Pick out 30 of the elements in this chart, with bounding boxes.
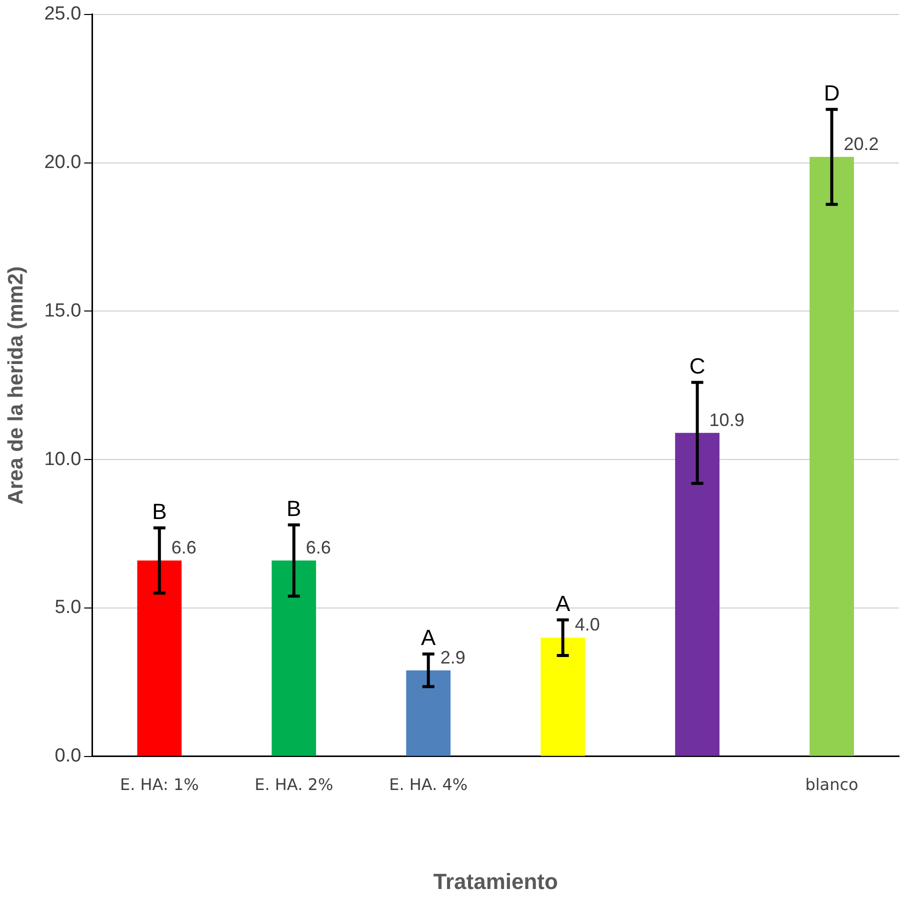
x-tick-label: E. HA: 1% [120, 775, 199, 794]
y-tick-label: 0.0 [54, 746, 82, 767]
data-label: 20.2 [844, 134, 879, 154]
data-label: 4.0 [574, 614, 600, 635]
bar [137, 560, 182, 756]
data-label: 6.6 [171, 537, 196, 558]
x-tick-label: E. HA. 4% [389, 775, 468, 794]
y-tick-label: 15.0 [44, 300, 82, 322]
y-tick-label: 20.0 [44, 152, 82, 174]
x-axis-title: Tratamiento [433, 868, 558, 894]
annotation: C [689, 353, 706, 378]
annotation: B [286, 496, 302, 521]
data-label: 10.9 [709, 410, 744, 430]
y-axis-title: Area de la herida (mm2) [4, 266, 28, 504]
y-tick-label: 10.0 [44, 448, 82, 470]
x-tick-label: E. HA. 2% [254, 775, 334, 794]
y-tick-label: 25.0 [44, 4, 82, 25]
annotation: D [824, 80, 840, 106]
data-label: 6.6 [306, 537, 331, 558]
annotation: B [152, 498, 167, 524]
data-label: 2.9 [440, 647, 466, 668]
annotation: A [555, 590, 570, 616]
bar [540, 638, 586, 756]
bar [675, 432, 720, 756]
bar [810, 156, 854, 756]
annotation: A [421, 625, 436, 650]
bar [272, 560, 316, 756]
y-tick-label: 5.0 [54, 597, 82, 618]
x-tick-label: blanco [805, 775, 858, 794]
bar [406, 670, 451, 756]
